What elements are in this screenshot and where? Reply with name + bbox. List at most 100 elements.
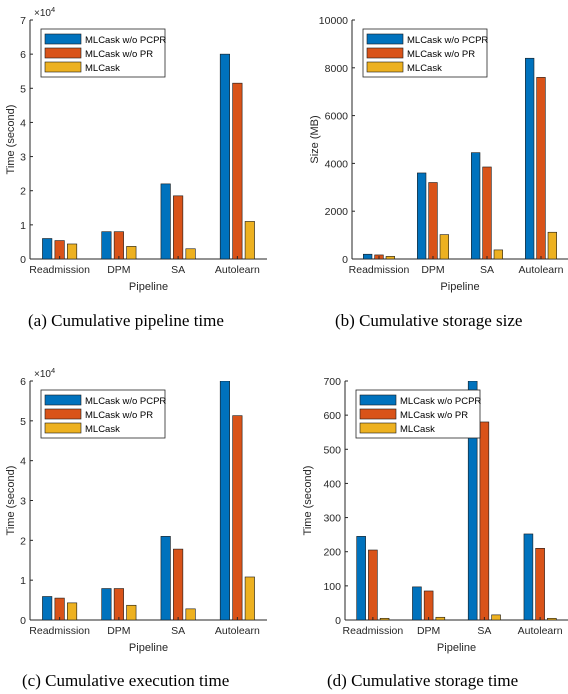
x-tick-label: SA [477, 625, 491, 637]
bar-sa-series-2 [173, 548, 184, 620]
bar-autolearn-series-2 [232, 82, 243, 259]
x-tick-label: Readmission [29, 625, 90, 637]
bars-group [42, 381, 255, 620]
x-tick-label: SA [480, 264, 494, 276]
bar-sa-series-3 [493, 249, 503, 259]
legend-entry: MLCask w/o PCPR [407, 35, 488, 46]
y-tick-label: 0 [20, 254, 26, 266]
bar-autolearn-series-1 [219, 381, 230, 620]
y-tick-label: 400 [323, 478, 341, 490]
y-tick-label: 500 [323, 444, 341, 456]
axis-multiplier: ×104 [34, 5, 55, 19]
legend-swatch [44, 408, 82, 420]
y-tick-label: 200 [323, 547, 341, 559]
bar-readmission-series-2 [54, 597, 65, 620]
bar-dpm-series-2 [423, 590, 434, 620]
legend-swatch [44, 47, 82, 59]
y-tick-label: 6 [20, 376, 26, 388]
chart-panel-1: 0 1 2 3 4 5 6 7 ×104 Readmission DPM SA Autolearn Pip… [5, 5, 267, 330]
legend-entry: MLCask [85, 424, 120, 435]
bars-group [42, 53, 255, 259]
bar-dpm-series-3 [126, 604, 137, 620]
x-tick-label: DPM [417, 625, 440, 637]
x-axis-label: Pipeline [437, 642, 476, 654]
y-tick-label: 1 [20, 220, 26, 232]
bar-dpm-series-3 [126, 246, 137, 259]
y-tick-label: 2 [20, 535, 26, 547]
y-tick-label: 3 [20, 496, 26, 508]
y-tick-label: 0 [20, 615, 26, 627]
legend-swatch [359, 394, 397, 406]
y-tick-label: 2000 [325, 206, 349, 218]
bar-sa-series-1 [471, 152, 481, 259]
bar-readmission-series-3 [385, 256, 395, 259]
y-tick-label: 100 [323, 581, 341, 593]
chart-caption: (d) Cumulative storage time [327, 671, 518, 690]
y-tick-label: 5 [20, 83, 26, 95]
bar-readmission-series-3 [67, 243, 78, 259]
x-tick-label: Readmission [29, 264, 90, 276]
bar-readmission-series-1 [42, 238, 53, 259]
bar-readmission-series-3 [379, 617, 390, 620]
legend-entry: MLCask w/o PR [407, 49, 475, 60]
bar-autolearn-series-3 [547, 231, 557, 259]
bar-autolearn-series-1 [219, 53, 230, 259]
bar-readmission-series-1 [356, 536, 366, 620]
bar-dpm-series-1 [101, 588, 112, 620]
legend-swatch [359, 408, 397, 420]
x-tick-label: DPM [107, 625, 130, 637]
legend-entry: MLCask [85, 63, 120, 74]
y-tick-label: 6 [20, 49, 26, 61]
bar-sa-series-3 [491, 614, 501, 620]
bar-autolearn-series-1 [525, 57, 535, 259]
bar-autolearn-series-2 [536, 77, 546, 259]
x-tick-label: SA [171, 264, 185, 276]
y-axis-label: Size (MB) [309, 115, 321, 163]
chart-caption: (b) Cumulative storage size [335, 311, 522, 330]
y-tick-label: 6000 [325, 111, 349, 123]
legend-entry: MLCask w/o PR [85, 410, 153, 421]
bar-autolearn-series-3 [547, 617, 557, 620]
bars-group [363, 57, 557, 259]
x-tick-label: DPM [107, 264, 130, 276]
y-tick-label: 0 [335, 615, 341, 627]
x-tick-label: Autolearn [518, 625, 563, 637]
bar-dpm-series-2 [428, 182, 438, 259]
bar-autolearn-series-2 [535, 547, 545, 620]
y-tick-label: 4000 [325, 158, 349, 170]
y-axis-label: Time (second) [302, 466, 314, 536]
chart-panel-4: 0 100 200 300 400 500 600 700 Readmission DPM SA Au… [302, 376, 568, 690]
legend-swatch [44, 61, 82, 73]
legend-swatch [366, 33, 404, 45]
bar-readmission-series-1 [363, 253, 373, 259]
x-tick-label: SA [171, 625, 185, 637]
legend-entry: MLCask [400, 424, 435, 435]
bar-dpm-series-2 [113, 588, 124, 620]
legend-swatch [366, 61, 404, 73]
y-tick-label: 7 [20, 15, 26, 27]
bar-sa-series-2 [479, 421, 490, 620]
y-tick-label: 600 [323, 410, 341, 422]
legend-swatch [44, 33, 82, 45]
y-tick-label: 4 [20, 456, 26, 468]
bar-readmission-series-3 [67, 602, 78, 620]
bar-readmission-series-2 [368, 549, 378, 620]
y-tick-label: 700 [323, 376, 341, 388]
x-axis-label: Pipeline [440, 281, 479, 293]
legend-entry: MLCask w/o PCPR [85, 35, 166, 46]
chart-panel-3: 0 1 2 3 4 5 6 ×104 Readmission DPM SA Autolearn Pipe… [5, 366, 267, 690]
bar-sa-series-3 [185, 608, 196, 620]
legend-entry: MLCask w/o PCPR [85, 396, 166, 407]
bar-dpm-series-2 [113, 231, 124, 259]
y-axis-label: Time (second) [5, 466, 17, 536]
y-tick-label: 8000 [325, 63, 349, 75]
bar-dpm-series-1 [412, 586, 422, 620]
y-tick-label: 5 [20, 416, 26, 428]
bar-dpm-series-1 [101, 231, 112, 259]
bar-sa-series-1 [467, 381, 478, 620]
y-tick-label: 2 [20, 186, 26, 198]
bar-autolearn-series-3 [244, 221, 255, 259]
legend-entry: MLCask w/o PR [85, 49, 153, 60]
legend-entry: MLCask w/o PCPR [400, 396, 481, 407]
x-axis-label: Pipeline [129, 642, 168, 654]
